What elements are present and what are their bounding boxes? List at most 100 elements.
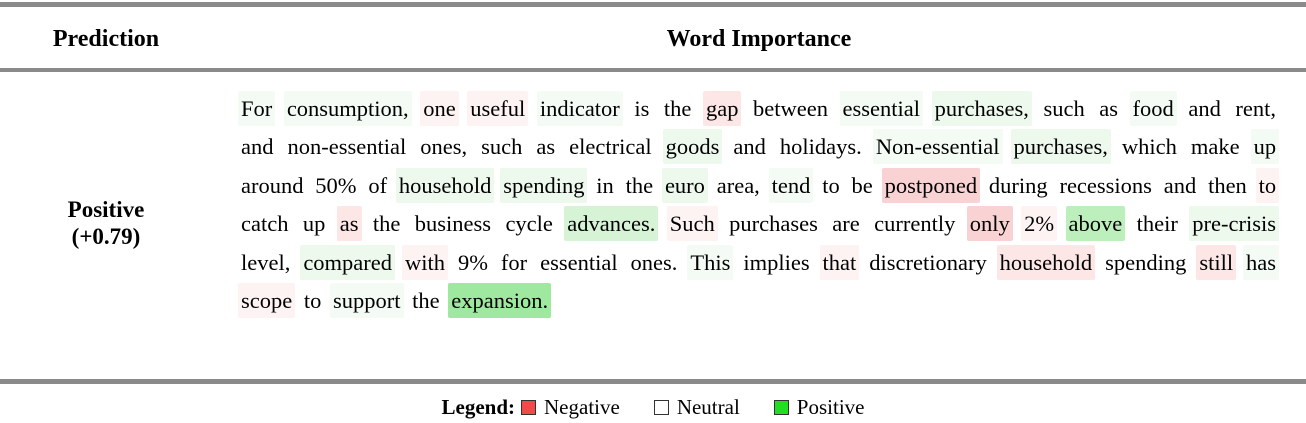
word-token: up [302,211,326,237]
word-token: goods [662,129,723,165]
prediction-label: Positive [67,197,145,222]
word-token: to [822,172,840,198]
word-token: holidays. [779,134,862,160]
word-token: are [832,211,860,237]
word-importance-header: Word Importance [666,26,852,52]
word-token: advances. [564,206,659,242]
legend-item-positive: Positive [773,395,865,419]
word-token: tend [768,167,814,203]
word-token: currently [874,211,956,237]
word-token: around [241,172,304,198]
word-token: expansion. [448,283,552,319]
word-token: still [1196,244,1237,280]
word-token: This [687,244,734,280]
word-token: rent, [1235,96,1276,121]
word-token: compared [300,244,396,280]
word-token: 2% [1021,206,1058,242]
word-token: the [372,211,401,237]
legend-item-neutral: Neutral [653,395,740,419]
word-token: and [1163,172,1197,198]
word-token: and [733,134,766,160]
word-token: non-essential [287,134,407,160]
word-token: implies [743,249,810,275]
word-token: postponed [881,167,981,203]
word-token: make [1190,134,1240,160]
word-token: purchases, [1010,129,1111,165]
word-token: Non-essential [872,129,1003,165]
word-token: then [1208,172,1247,198]
word-token: support [330,283,404,319]
word-token: which [1121,134,1177,160]
word-token: in [596,172,614,198]
word-token: gap [702,91,742,126]
word-token: spending [500,167,588,203]
word-token: to [303,288,322,314]
word-token: essential [839,91,924,126]
word-token: and [241,134,274,160]
word-token: pre-crisis [1189,206,1279,242]
word-token: recessions [1059,172,1152,198]
prediction-cell: Positive (+0.79) [0,196,212,250]
word-token: euro [661,167,708,203]
word-token: the [412,288,440,314]
word-token: such [481,134,523,160]
word-token: catch [241,211,289,237]
neutral-swatch-icon [653,399,669,415]
word-token: the [625,172,654,198]
word-token: ones. [630,249,678,275]
legend-label-negative: Negative [544,395,620,419]
word-token: and [1188,96,1221,121]
word-token: cycle [505,211,553,237]
word-token: up [1250,129,1280,165]
word-token: purchases [729,211,818,237]
word-token: as [336,206,362,242]
word-token: the [663,96,692,121]
word-token: during [988,172,1048,198]
prediction-header: Prediction [52,26,160,52]
word-token: level, [241,249,291,275]
word-token: spending [1105,249,1187,275]
word-token: their [1136,211,1178,237]
legend-item-negative: Negative [521,395,620,419]
top-rule [0,2,1306,7]
word-token: that [819,244,860,280]
word-token: has [1243,244,1280,280]
header-rule [0,68,1306,72]
word-importance-text: For consumption, one useful indicator is… [238,90,1280,320]
word-token: food [1129,91,1177,126]
word-token: as [536,134,556,160]
positive-swatch-icon [773,399,789,415]
word-token: Such [666,206,718,242]
word-token: household [395,167,495,203]
word-token: consumption, [283,91,412,126]
prediction-score: (+0.79) [71,224,141,249]
word-token: essential [540,249,618,275]
word-token: only [966,206,1013,242]
word-token: with [401,244,448,280]
word-token: between [753,96,828,121]
legend-label-neutral: Neutral [676,395,740,419]
word-token: of [368,172,388,198]
word-token: indicator [536,91,623,126]
word-token: scope [238,283,296,319]
negative-swatch-icon [521,399,537,415]
bottom-rule [0,379,1306,384]
word-token: area, [716,172,760,198]
legend: Legend: Negative Neutral Positive [0,395,1306,419]
word-token: one [420,91,459,126]
word-token: be [851,172,873,198]
word-token: such [1043,96,1085,121]
legend-title: Legend: [441,395,516,419]
word-token: electrical [569,134,652,160]
word-token: useful [467,91,529,126]
word-token: business [414,211,492,237]
word-token: is [634,96,650,121]
word-token: 9% [457,249,488,275]
legend-label-positive: Positive [796,395,865,419]
word-token: 50% [315,172,357,198]
word-token: purchases, [931,91,1032,126]
word-token: discretionary [869,249,987,275]
word-token: household [996,244,1096,280]
word-token: For [238,91,276,126]
word-token: for [500,249,528,275]
